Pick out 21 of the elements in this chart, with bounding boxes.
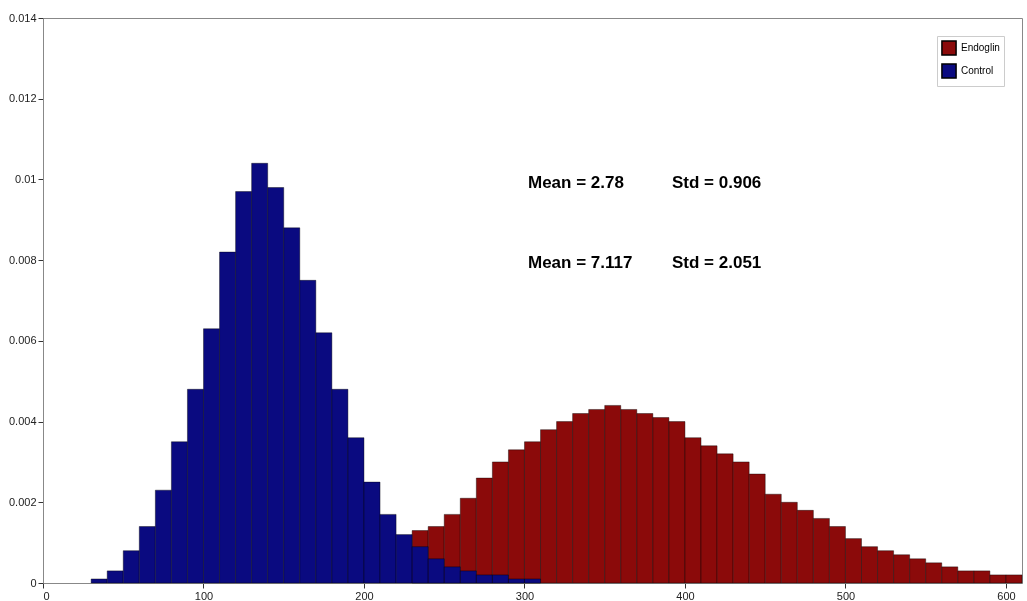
y-tick-label: 0.008 <box>8 253 37 266</box>
y-tick-label: 0.002 <box>8 495 37 508</box>
annotation: Std = 2.051 <box>672 253 762 272</box>
y-tick-label: 0.012 <box>8 92 37 105</box>
x-tick-label: 500 <box>836 589 856 601</box>
x-tick-label: 400 <box>676 589 695 601</box>
x-tick-label: 0 <box>43 589 50 601</box>
x-tick-label: 100 <box>194 589 214 601</box>
x-tick-label: 300 <box>515 589 535 601</box>
y-tick-label: 0 <box>30 576 37 589</box>
annotation: Mean = 7.117 <box>528 253 633 272</box>
annotation: Mean = 2.78 <box>528 173 624 192</box>
y-tick-label: 0.004 <box>8 415 37 428</box>
y-tick-label: 0.01 <box>15 172 37 185</box>
y-tick-label: 0.014 <box>8 11 37 24</box>
legend-label: Control <box>961 65 994 76</box>
y-tick-label: 0.006 <box>8 334 37 347</box>
x-tick-label: 600 <box>997 589 1016 601</box>
annotation: Std = 0.906 <box>672 173 762 192</box>
legend-label: Endoglin <box>961 42 1000 53</box>
x-tick-label: 200 <box>355 589 374 601</box>
